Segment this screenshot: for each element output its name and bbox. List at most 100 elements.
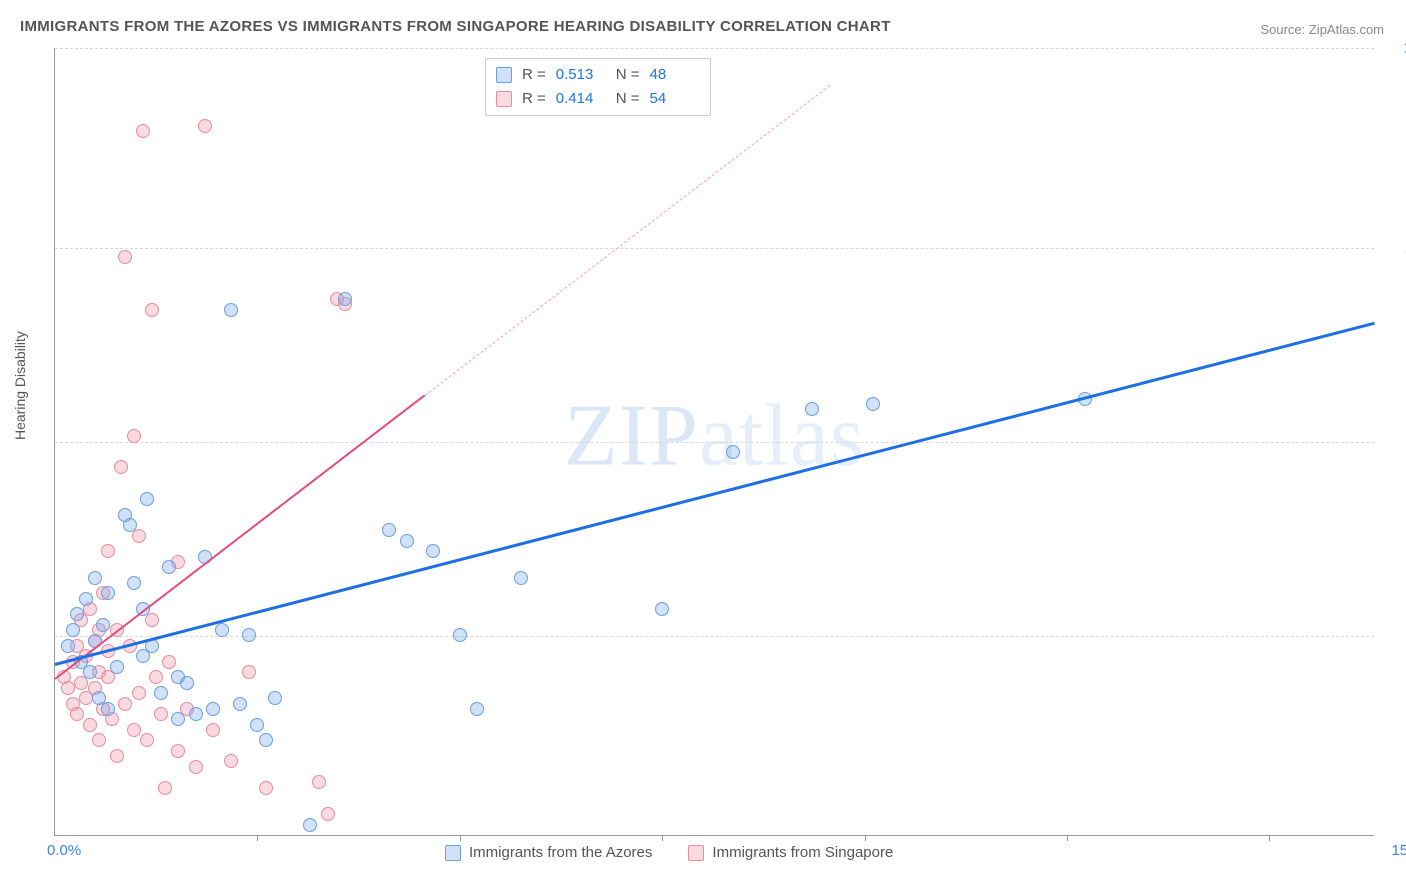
data-point (140, 733, 154, 747)
data-point (92, 733, 106, 747)
source-label: Source: ZipAtlas.com (1260, 22, 1384, 37)
trend-line (424, 85, 829, 396)
legend-item-singapore: Immigrants from Singapore (688, 844, 893, 861)
x-tick-min: 0.0% (47, 842, 81, 859)
data-point (83, 665, 97, 679)
data-point (206, 702, 220, 716)
x-tick-mark (865, 835, 866, 841)
series-legend: Immigrants from the Azores Immigrants fr… (445, 844, 893, 861)
data-point (303, 818, 317, 832)
data-point (312, 775, 326, 789)
x-tick-mark (257, 835, 258, 841)
data-point (162, 655, 176, 669)
data-point (154, 686, 168, 700)
data-point (514, 571, 528, 585)
data-point (127, 576, 141, 590)
n-label: N = (616, 87, 640, 111)
data-point (79, 592, 93, 606)
data-point (70, 607, 84, 621)
data-point (145, 303, 159, 317)
x-tick-mark (1269, 835, 1270, 841)
n-value-azores: 48 (650, 63, 700, 87)
data-point (453, 628, 467, 642)
trend-line (54, 395, 425, 680)
data-point (66, 623, 80, 637)
data-point (206, 723, 220, 737)
data-point (233, 697, 247, 711)
data-point (61, 681, 75, 695)
data-point (189, 707, 203, 721)
data-point (259, 781, 273, 795)
data-point (136, 124, 150, 138)
data-point (127, 723, 141, 737)
watermark-bold: ZIP (564, 387, 699, 484)
swatch-azores (445, 845, 461, 861)
data-point (250, 718, 264, 732)
swatch-singapore (688, 845, 704, 861)
data-point (382, 523, 396, 537)
data-point (96, 618, 110, 632)
data-point (426, 544, 440, 558)
data-point (338, 292, 352, 306)
data-point (70, 707, 84, 721)
gridline-h (55, 442, 1374, 443)
data-point (114, 460, 128, 474)
data-point (101, 702, 115, 716)
data-point (149, 670, 163, 684)
data-point (158, 781, 172, 795)
data-point (171, 712, 185, 726)
data-point (118, 697, 132, 711)
data-point (224, 303, 238, 317)
legend-row-azores: R = 0.513 N = 48 (496, 63, 700, 87)
data-point (127, 429, 141, 443)
data-point (224, 754, 238, 768)
data-point (88, 571, 102, 585)
data-point (154, 707, 168, 721)
data-point (215, 623, 229, 637)
x-tick-mark (1067, 835, 1068, 841)
data-point (198, 119, 212, 133)
data-point (110, 660, 124, 674)
swatch-azores (496, 67, 512, 83)
plot-area: ZIPatlas R = 0.513 N = 48 R = 0.414 N = … (54, 48, 1374, 836)
swatch-singapore (496, 91, 512, 107)
data-point (726, 445, 740, 459)
correlation-legend: R = 0.513 N = 48 R = 0.414 N = 54 (485, 58, 711, 116)
data-point (132, 686, 146, 700)
trend-line (55, 321, 1376, 665)
chart-title: IMMIGRANTS FROM THE AZORES VS IMMIGRANTS… (20, 18, 891, 35)
r-label: R = (522, 87, 546, 111)
watermark-thin: atlas (699, 387, 865, 484)
data-point (400, 534, 414, 548)
data-point (171, 670, 185, 684)
data-point (118, 250, 132, 264)
x-tick-mark (460, 835, 461, 841)
watermark: ZIPatlas (564, 385, 865, 486)
legend-item-azores: Immigrants from the Azores (445, 844, 652, 861)
data-point (242, 628, 256, 642)
x-tick-mark (662, 835, 663, 841)
gridline-h (55, 48, 1374, 49)
data-point (242, 665, 256, 679)
legend-label-singapore: Immigrants from Singapore (712, 844, 893, 861)
data-point (259, 733, 273, 747)
gridline-h (55, 248, 1374, 249)
data-point (655, 602, 669, 616)
r-label: R = (522, 63, 546, 87)
data-point (101, 544, 115, 558)
legend-row-singapore: R = 0.414 N = 54 (496, 87, 700, 111)
data-point (123, 518, 137, 532)
x-tick-max: 15.0% (1391, 842, 1406, 859)
n-label: N = (616, 63, 640, 87)
data-point (189, 760, 203, 774)
data-point (866, 397, 880, 411)
y-axis-label: Hearing Disability (12, 331, 28, 440)
data-point (470, 702, 484, 716)
data-point (110, 749, 124, 763)
r-value-azores: 0.513 (556, 63, 606, 87)
data-point (321, 807, 335, 821)
r-value-singapore: 0.414 (556, 87, 606, 111)
data-point (101, 586, 115, 600)
data-point (268, 691, 282, 705)
data-point (83, 718, 97, 732)
